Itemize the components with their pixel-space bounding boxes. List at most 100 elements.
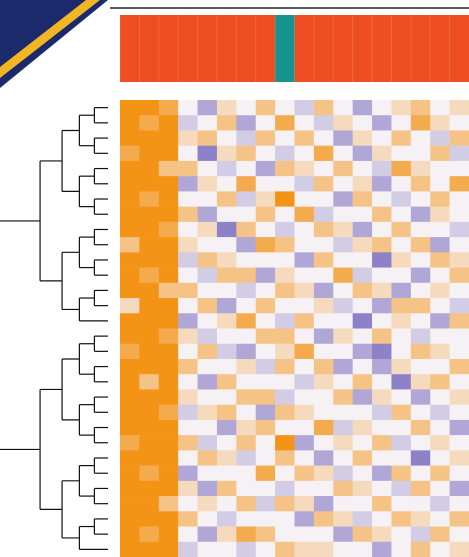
heatmap-cell [236,343,257,360]
heatmap-cell [236,480,257,497]
heatmap-cell [313,541,334,557]
heatmap-cell [313,267,334,284]
heatmap-cell [449,496,469,512]
heatmap-cell [255,450,276,466]
heatmap-cell [430,191,450,207]
heatmap-cell [313,526,334,543]
heatmap-cell [372,404,392,421]
heatmap-cell [275,298,295,314]
heatmap-cell [139,541,160,557]
heatmap-cell [391,465,412,482]
heatmap-cell [313,252,334,268]
heatmap-cell [158,206,179,223]
heatmap-cell [158,480,179,497]
heatmap-cell [197,404,218,421]
column-annotation [197,15,218,82]
heatmap-cell [216,282,237,299]
heatmap-cell [139,328,160,345]
heatmap-cell [391,100,412,116]
heatmap-cell [275,541,295,557]
heatmap-cell [410,389,431,405]
heatmap-cell [449,282,469,299]
heatmap-cell [178,419,198,436]
heatmap-cell [294,496,315,512]
heatmap-cell [236,160,257,177]
heatmap-cell [372,343,392,360]
heatmap-cell [216,358,237,375]
heatmap-cell [313,343,334,360]
heatmap-cell [236,145,257,162]
heatmap-cell [391,282,412,299]
heatmap-cell [139,237,160,253]
heatmap-cell [352,267,373,284]
heatmap-cell [139,465,160,482]
heatmap-cell [372,206,392,223]
heatmap-cell [275,526,295,543]
heatmap-cell [255,526,276,543]
heatmap-cell [178,404,198,421]
heatmap-cell [372,221,392,238]
heatmap-cell [197,267,218,284]
heatmap-cell [139,221,160,238]
heatmap-cell [294,191,315,207]
heatmap-cell [449,298,469,314]
heatmap-cell [236,298,257,314]
heatmap-cell [449,465,469,482]
heatmap-cell [372,480,392,497]
heatmap-cell [216,541,237,557]
heatmap-cell [410,206,431,223]
heatmap-cell [294,404,315,421]
heatmap-cell [430,526,450,543]
heatmap-cell [120,404,140,421]
heatmap-cell [333,328,353,345]
heatmap-cell [410,282,431,299]
heatmap-cell [197,252,218,268]
heatmap-cell [158,526,179,543]
heatmap-cell [275,160,295,177]
heatmap-cell [275,404,295,421]
heatmap-cell [236,358,257,375]
heatmap-cell [158,435,179,451]
heatmap-cell [294,100,315,116]
corner-decoration [0,0,108,88]
heatmap-cell [236,221,257,238]
heatmap-cell [352,465,373,482]
heatmap-cell [372,541,392,557]
heatmap-cell [255,465,276,482]
heatmap-cell [352,419,373,436]
heatmap-cell [120,343,140,360]
heatmap-cell [449,100,469,116]
heatmap-cell [410,374,431,390]
heatmap-cell [178,130,198,146]
heatmap-cell [372,237,392,253]
heatmap-cell [430,313,450,329]
heatmap-cell [333,541,353,557]
heatmap-cell [197,206,218,223]
heatmap-cell [294,450,315,466]
heatmap-cell [410,100,431,116]
heatmap-cell [430,480,450,497]
heatmap-cell [410,130,431,146]
heatmap-cell [430,298,450,314]
heatmap-cell [255,480,276,497]
heatmap-cell [430,404,450,421]
heatmap-cell [178,343,198,360]
heatmap-cell [275,313,295,329]
heatmap-cell [372,115,392,131]
heatmap-cell [197,465,218,482]
heatmap-cell [449,480,469,497]
heatmap-cell [275,358,295,375]
heatmap-cell [294,115,315,131]
heatmap-cell [120,328,140,345]
heatmap-cell [178,435,198,451]
heatmap-cell [255,358,276,375]
heatmap-cell [352,496,373,512]
heatmap-cell [120,191,140,207]
heatmap-cell [236,511,257,527]
heatmap-cell [391,358,412,375]
heatmap-cell [158,267,179,284]
heatmap-cell [391,480,412,497]
heatmap-cell [255,541,276,557]
heatmap-cell [236,191,257,207]
heatmap-cell [313,298,334,314]
